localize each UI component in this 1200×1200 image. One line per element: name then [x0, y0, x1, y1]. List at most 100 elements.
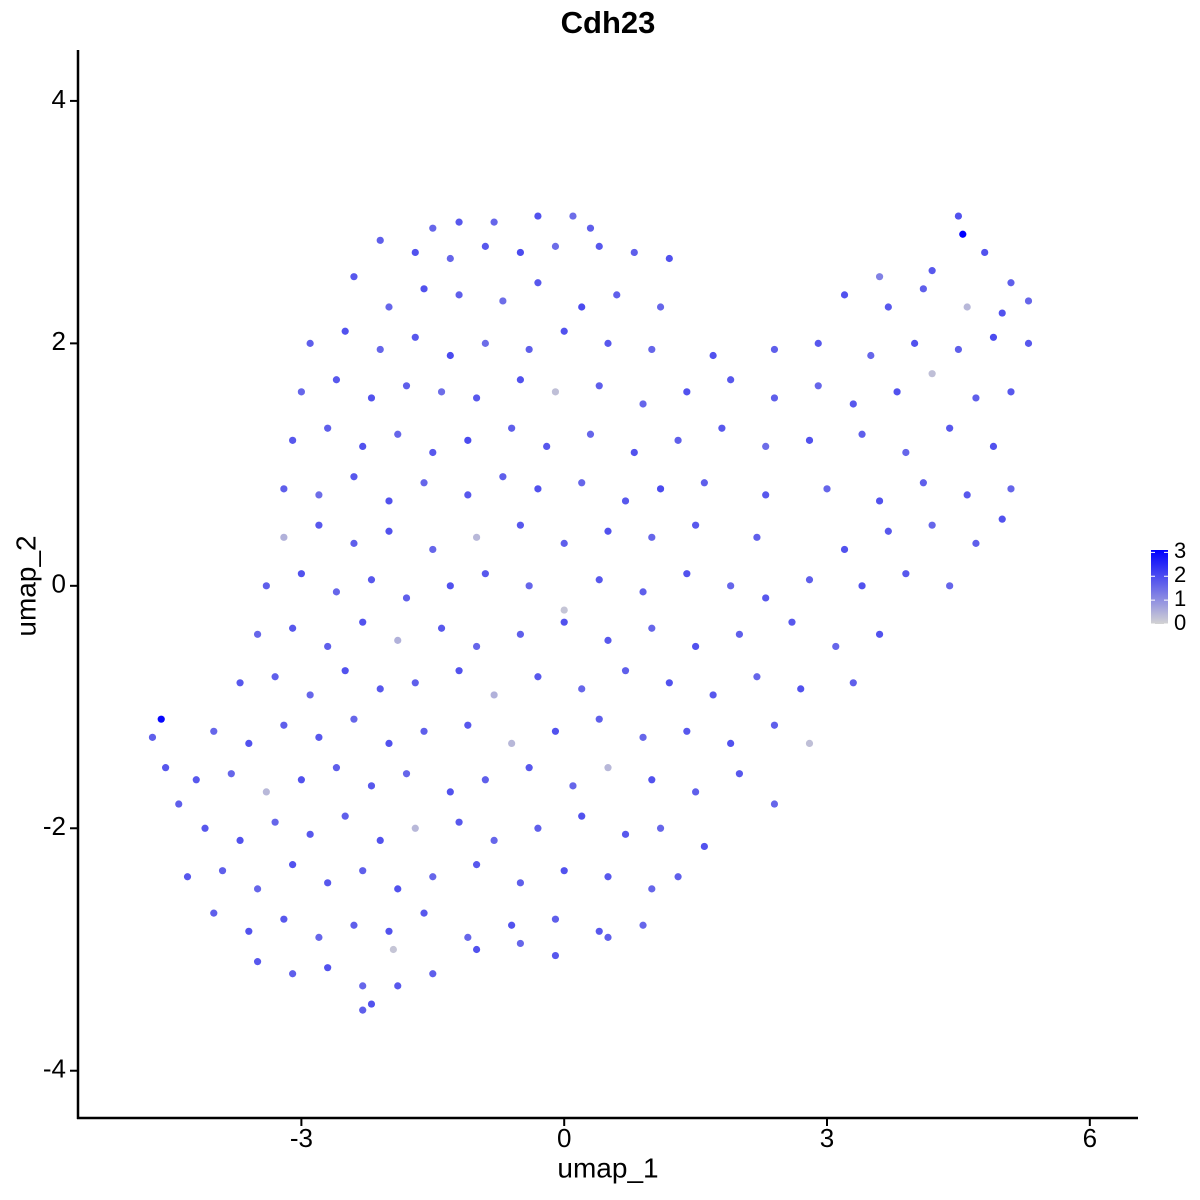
- point: [175, 800, 183, 808]
- point: [464, 436, 472, 444]
- point: [919, 285, 927, 293]
- point: [849, 400, 857, 408]
- point: [858, 430, 866, 438]
- point: [595, 382, 603, 390]
- point: [1007, 388, 1015, 396]
- point: [306, 339, 314, 347]
- point: [429, 970, 437, 978]
- point: [805, 436, 814, 444]
- point: [455, 818, 463, 826]
- point: [481, 339, 489, 347]
- point: [963, 491, 971, 499]
- point: [972, 539, 980, 547]
- point: [770, 394, 779, 402]
- point: [683, 727, 691, 735]
- point: [639, 400, 647, 408]
- point: [797, 685, 805, 693]
- point: [893, 388, 901, 396]
- point: [446, 351, 454, 360]
- point: [236, 679, 244, 687]
- point: [586, 430, 595, 438]
- point: [639, 733, 647, 741]
- point: [148, 733, 157, 741]
- point: [376, 685, 384, 693]
- point: [297, 570, 305, 578]
- point: [989, 333, 998, 341]
- point: [437, 624, 446, 632]
- point: [210, 727, 218, 735]
- point: [770, 800, 779, 808]
- point: [192, 776, 200, 784]
- point: [359, 867, 367, 875]
- point: [464, 491, 472, 499]
- point: [350, 473, 358, 481]
- point: [700, 842, 708, 851]
- point: [840, 545, 849, 554]
- point: [429, 448, 437, 457]
- point: [271, 673, 279, 681]
- point: [621, 497, 630, 505]
- point: [604, 527, 612, 535]
- point: [814, 339, 822, 347]
- point: [525, 345, 533, 354]
- point: [376, 236, 384, 244]
- point: [560, 618, 568, 626]
- point: [639, 921, 647, 929]
- point: [516, 521, 524, 529]
- point: [490, 836, 498, 844]
- y-axis-title: umap_2: [10, 535, 41, 636]
- point: [332, 588, 341, 596]
- point: [946, 424, 954, 432]
- point: [280, 485, 288, 493]
- point: [499, 297, 507, 305]
- point: [455, 291, 463, 299]
- chart-title: Cdh23: [561, 5, 656, 40]
- point: [578, 303, 586, 311]
- point: [367, 576, 376, 584]
- point: [359, 618, 367, 626]
- colorbar-label: 2: [1174, 562, 1186, 587]
- point: [884, 527, 892, 535]
- x-tick-label: 6: [1083, 1123, 1097, 1153]
- point: [648, 776, 656, 784]
- point: [525, 764, 533, 772]
- point: [1007, 485, 1015, 493]
- point: [718, 424, 726, 432]
- point: [648, 624, 656, 632]
- point: [306, 691, 314, 699]
- point: [315, 933, 323, 941]
- point: [402, 594, 411, 602]
- y-tick-label: 0: [52, 569, 66, 599]
- point: [998, 515, 1006, 523]
- point: [262, 788, 270, 796]
- point: [481, 776, 489, 784]
- point: [762, 442, 770, 451]
- point: [280, 915, 288, 923]
- point: [446, 788, 454, 796]
- point: [875, 630, 884, 638]
- point: [472, 642, 481, 651]
- point: [692, 788, 700, 796]
- point: [359, 982, 367, 990]
- point: [411, 248, 419, 257]
- point: [367, 394, 376, 402]
- point: [227, 770, 235, 778]
- point: [613, 291, 621, 299]
- point: [543, 442, 551, 451]
- colorbar: [1151, 550, 1168, 624]
- colorbar-label: 1: [1174, 586, 1186, 611]
- point: [753, 673, 761, 681]
- point: [832, 642, 840, 651]
- point: [840, 291, 849, 299]
- y-tick-label: -4: [43, 1054, 66, 1084]
- point: [911, 339, 919, 347]
- point: [709, 691, 717, 699]
- point: [551, 951, 560, 960]
- point: [928, 370, 936, 378]
- point: [875, 273, 884, 281]
- point: [201, 824, 209, 832]
- point: [385, 527, 393, 535]
- point: [683, 570, 691, 578]
- point: [578, 479, 586, 487]
- point: [560, 606, 568, 614]
